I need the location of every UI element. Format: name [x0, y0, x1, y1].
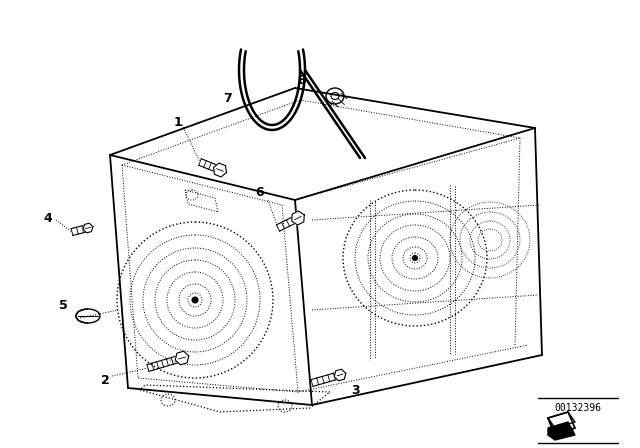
Text: 8: 8	[298, 73, 307, 86]
Text: 00132396: 00132396	[554, 403, 602, 413]
Polygon shape	[175, 351, 189, 365]
Polygon shape	[214, 163, 227, 177]
Ellipse shape	[413, 255, 417, 260]
Ellipse shape	[192, 297, 198, 303]
Text: 3: 3	[352, 383, 360, 396]
Text: 6: 6	[256, 185, 264, 198]
Text: 2: 2	[100, 374, 109, 387]
Text: 1: 1	[173, 116, 182, 129]
Text: 4: 4	[44, 211, 52, 224]
Ellipse shape	[76, 309, 100, 323]
Polygon shape	[334, 369, 346, 381]
Text: 7: 7	[223, 91, 232, 104]
Text: 5: 5	[59, 298, 67, 311]
Polygon shape	[548, 422, 575, 440]
Polygon shape	[83, 223, 93, 233]
Polygon shape	[292, 211, 304, 225]
